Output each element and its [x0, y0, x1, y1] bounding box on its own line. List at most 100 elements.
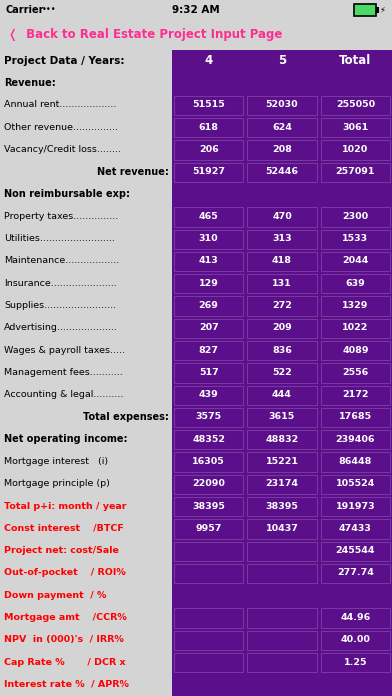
Bar [172, 607, 392, 629]
Text: 2556: 2556 [342, 368, 368, 377]
Text: 44.96: 44.96 [340, 613, 370, 622]
Bar [174, 296, 243, 316]
Bar [172, 384, 392, 406]
Text: 1329: 1329 [342, 301, 368, 310]
Bar [321, 230, 390, 248]
Bar [247, 631, 317, 650]
Bar [247, 430, 317, 450]
Bar [172, 540, 392, 562]
Text: Carrier: Carrier [6, 5, 45, 15]
Bar [321, 118, 390, 137]
Text: 209: 209 [272, 324, 292, 332]
Text: Vacancy/Credit loss........: Vacancy/Credit loss........ [4, 145, 121, 154]
Text: Const interest    /BTCF: Const interest /BTCF [4, 524, 124, 533]
Text: 105524: 105524 [336, 480, 375, 489]
Bar [174, 207, 243, 226]
Bar [172, 429, 392, 451]
Text: NPV  in (000)'s  / IRR%: NPV in (000)'s / IRR% [4, 635, 124, 644]
Bar [174, 430, 243, 450]
Bar [321, 631, 390, 650]
Bar [174, 541, 243, 561]
Text: 439: 439 [199, 390, 219, 400]
Text: 4089: 4089 [342, 346, 368, 355]
Bar [172, 562, 392, 585]
Bar [247, 141, 317, 159]
Text: 827: 827 [199, 346, 219, 355]
Text: 4: 4 [205, 54, 213, 68]
Text: 310: 310 [199, 234, 218, 243]
Bar [174, 96, 243, 115]
Bar [321, 608, 390, 628]
Text: 48352: 48352 [192, 435, 225, 444]
Text: 269: 269 [199, 301, 219, 310]
Text: Other revenue...............: Other revenue............... [4, 122, 118, 132]
Text: Revenue:: Revenue: [4, 78, 56, 88]
Bar [172, 228, 392, 251]
Text: 47433: 47433 [339, 524, 372, 533]
Bar [247, 118, 317, 137]
Bar [247, 319, 317, 338]
Text: 208: 208 [272, 145, 292, 154]
Text: 22090: 22090 [192, 480, 225, 489]
Text: 86448: 86448 [339, 457, 372, 466]
Text: 15221: 15221 [265, 457, 298, 466]
Bar [321, 497, 390, 516]
Text: Net revenue:: Net revenue: [97, 167, 169, 177]
Bar [174, 230, 243, 248]
Bar [172, 451, 392, 473]
Text: 413: 413 [199, 257, 219, 265]
Text: Total: Total [339, 54, 372, 68]
Text: ❬  Back to Real Estate Project Input Page: ❬ Back to Real Estate Project Input Page [8, 28, 282, 41]
Text: 522: 522 [272, 368, 292, 377]
Text: 624: 624 [272, 122, 292, 132]
Text: 618: 618 [199, 122, 219, 132]
Bar [174, 564, 243, 583]
Text: 272: 272 [272, 301, 292, 310]
Text: 5: 5 [278, 54, 286, 68]
Bar [247, 341, 317, 361]
Text: 191973: 191973 [336, 502, 375, 511]
Text: 444: 444 [272, 390, 292, 400]
Bar [247, 452, 317, 472]
Bar [174, 363, 243, 383]
Bar [174, 519, 243, 539]
Bar [172, 651, 392, 674]
Bar [172, 251, 392, 273]
Text: Net operating income:: Net operating income: [4, 434, 127, 444]
Bar [174, 118, 243, 137]
Text: Down payment  / %: Down payment / % [4, 591, 106, 600]
Bar [321, 430, 390, 450]
Bar [247, 475, 317, 494]
Bar [172, 674, 392, 696]
Text: 639: 639 [345, 279, 365, 287]
Text: Total expenses:: Total expenses: [83, 412, 169, 422]
Text: 206: 206 [199, 145, 219, 154]
Text: Supplies........................: Supplies........................ [4, 301, 116, 310]
Bar [172, 139, 392, 161]
Bar [321, 564, 390, 583]
Text: 3575: 3575 [196, 413, 222, 422]
Bar [247, 252, 317, 271]
Bar [172, 295, 392, 317]
Bar [172, 273, 392, 295]
Bar [247, 408, 317, 427]
Text: ⚡: ⚡ [379, 6, 385, 15]
Bar [321, 141, 390, 159]
Text: Maintenance..................: Maintenance.................. [4, 257, 119, 265]
Bar [247, 653, 317, 672]
Text: 2172: 2172 [342, 390, 368, 400]
Bar [247, 207, 317, 226]
Bar [321, 96, 390, 115]
Text: 38395: 38395 [192, 502, 225, 511]
Bar [247, 608, 317, 628]
Bar [321, 519, 390, 539]
Bar [247, 230, 317, 248]
Bar [321, 207, 390, 226]
Bar [376, 7, 379, 13]
Text: 9:32 AM: 9:32 AM [172, 5, 220, 15]
Bar [321, 452, 390, 472]
Text: 239406: 239406 [336, 435, 375, 444]
Bar [247, 541, 317, 561]
Bar [174, 497, 243, 516]
Bar [172, 50, 392, 72]
